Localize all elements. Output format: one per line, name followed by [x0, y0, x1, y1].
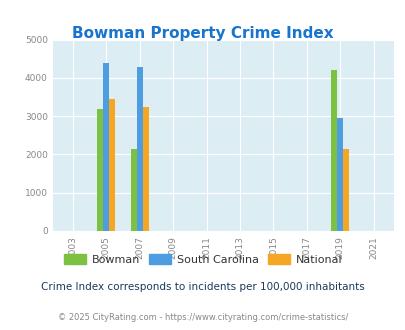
Bar	[330, 70, 337, 231]
Bar	[109, 99, 115, 231]
Text: Bowman Property Crime Index: Bowman Property Crime Index	[72, 26, 333, 41]
Text: Crime Index corresponds to incidents per 100,000 inhabitants: Crime Index corresponds to incidents per…	[41, 282, 364, 292]
Bar	[337, 118, 343, 231]
Bar	[97, 109, 103, 231]
Bar	[143, 107, 148, 231]
Legend: Bowman, South Carolina, National: Bowman, South Carolina, National	[60, 250, 345, 269]
Text: © 2025 CityRating.com - https://www.cityrating.com/crime-statistics/: © 2025 CityRating.com - https://www.city…	[58, 313, 347, 322]
Bar	[103, 63, 109, 231]
Bar	[130, 149, 136, 231]
Bar	[136, 67, 143, 231]
Bar	[343, 149, 348, 231]
